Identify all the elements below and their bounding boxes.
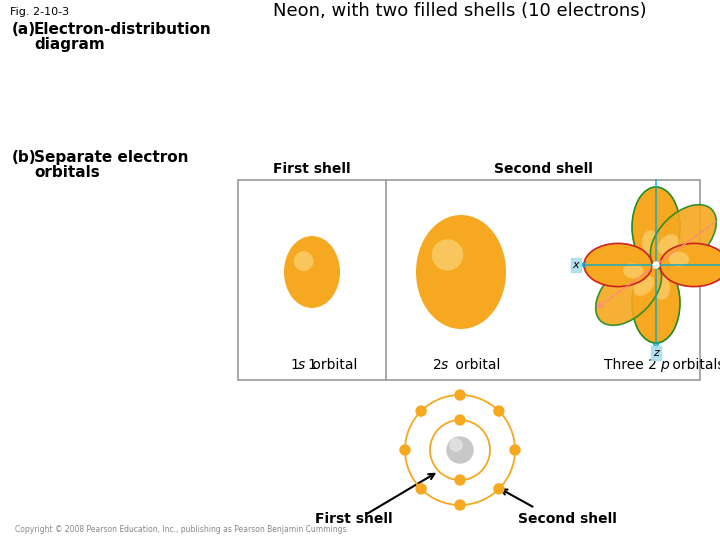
Text: diagram: diagram — [34, 37, 104, 52]
Text: orbital: orbital — [451, 358, 500, 372]
Text: orbitals: orbitals — [34, 165, 100, 180]
Text: x: x — [572, 260, 580, 270]
Circle shape — [494, 406, 504, 416]
Text: s: s — [441, 358, 449, 372]
Text: Separate electron: Separate electron — [34, 150, 189, 165]
Ellipse shape — [650, 205, 716, 271]
Text: z: z — [653, 348, 659, 358]
Ellipse shape — [294, 251, 313, 271]
Ellipse shape — [623, 263, 644, 278]
Ellipse shape — [669, 252, 689, 267]
Text: Neon, with two filled shells (10 electrons): Neon, with two filled shells (10 electro… — [273, 2, 647, 20]
Ellipse shape — [632, 187, 680, 267]
Text: 1: 1 — [307, 358, 316, 372]
Text: Fig. 2-10-3: Fig. 2-10-3 — [10, 7, 69, 17]
Text: (b): (b) — [12, 150, 37, 165]
Text: Electron-distribution: Electron-distribution — [34, 22, 212, 37]
Circle shape — [653, 262, 659, 268]
Text: s: s — [298, 358, 305, 372]
Ellipse shape — [658, 234, 679, 255]
Circle shape — [447, 437, 473, 463]
Circle shape — [416, 406, 426, 416]
Ellipse shape — [653, 276, 670, 300]
Circle shape — [455, 475, 465, 485]
Ellipse shape — [584, 244, 652, 287]
Ellipse shape — [284, 236, 340, 308]
Ellipse shape — [660, 244, 720, 287]
Ellipse shape — [595, 259, 662, 325]
Text: Copyright © 2008 Pearson Education, Inc., publishing as Pearson Benjamin Cumming: Copyright © 2008 Pearson Education, Inc.… — [15, 525, 349, 534]
Text: p: p — [660, 358, 669, 372]
Circle shape — [450, 439, 462, 451]
Text: 2: 2 — [433, 358, 442, 372]
Text: 1: 1 — [290, 358, 299, 372]
Circle shape — [455, 415, 465, 425]
Text: orbitals: orbitals — [668, 358, 720, 372]
Ellipse shape — [416, 215, 506, 329]
Circle shape — [400, 445, 410, 455]
Text: (a): (a) — [12, 22, 36, 37]
Ellipse shape — [642, 230, 659, 254]
Ellipse shape — [632, 263, 680, 343]
Ellipse shape — [634, 275, 654, 296]
Ellipse shape — [432, 239, 463, 271]
Text: orbital: orbital — [308, 358, 357, 372]
Circle shape — [494, 484, 504, 494]
Bar — [238, 180, 700, 380]
Circle shape — [510, 445, 520, 455]
Circle shape — [455, 500, 465, 510]
Circle shape — [416, 484, 426, 494]
Text: Three 2: Three 2 — [604, 358, 657, 372]
Text: First shell: First shell — [315, 512, 392, 526]
Text: Second shell: Second shell — [494, 162, 593, 176]
Text: Second shell: Second shell — [518, 512, 617, 526]
Circle shape — [455, 390, 465, 400]
Text: First shell: First shell — [273, 162, 351, 176]
